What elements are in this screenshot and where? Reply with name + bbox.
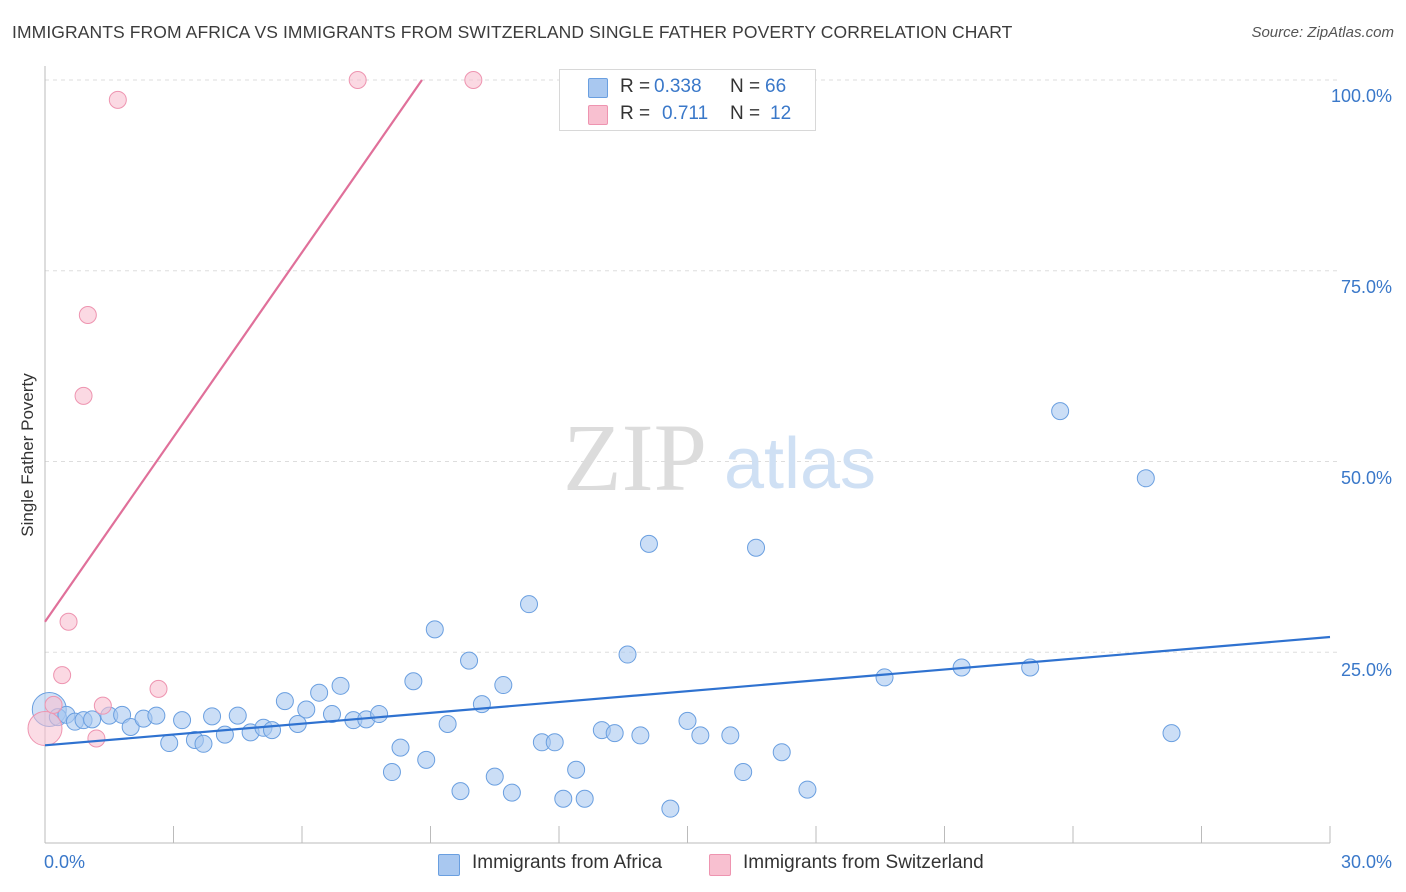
data-point-africa — [691, 726, 710, 745]
watermark: ZIP atlas — [563, 404, 876, 511]
legend-swatch-africa — [588, 78, 608, 98]
data-point-africa — [567, 760, 586, 779]
y-tick-label-25: 25.0% — [1340, 660, 1392, 680]
data-point-africa — [875, 668, 894, 687]
data-point-africa — [451, 782, 470, 801]
data-point-africa — [121, 718, 140, 737]
data-point-switzerland — [464, 71, 483, 89]
data-point-africa — [228, 706, 247, 725]
data-point-africa — [83, 710, 102, 729]
trendlines — [44, 79, 1331, 747]
data-point-africa — [331, 676, 350, 695]
data-point-africa — [502, 783, 521, 802]
data-point-africa — [678, 711, 697, 730]
data-point-africa — [747, 538, 766, 557]
data-point-africa — [391, 738, 410, 757]
legend-n-label-africa: N = — [730, 76, 761, 97]
data-point-africa — [310, 683, 329, 702]
source-label: Source: ZipAtlas.com — [1251, 24, 1394, 41]
data-point-africa — [554, 789, 573, 808]
data-point-switzerland — [93, 696, 112, 715]
data-point-switzerland — [44, 695, 63, 714]
data-point-africa — [160, 734, 179, 753]
legend-n-value-switzerland: 12 — [770, 103, 792, 124]
data-point-africa — [1051, 402, 1070, 421]
data-point-africa — [721, 726, 740, 745]
data-point-africa — [382, 763, 401, 782]
gridlines — [45, 79, 1338, 653]
data-point-africa — [438, 714, 457, 733]
data-point-africa — [297, 700, 316, 719]
legend-r-label-switzerland: R = — [620, 103, 651, 124]
bottom-legend-label-africa: Immigrants from Africa — [472, 852, 663, 873]
data-point-africa — [618, 645, 637, 664]
watermark-zip: ZIP — [563, 404, 707, 511]
data-point-africa — [631, 726, 650, 745]
data-point-africa — [734, 763, 753, 782]
data-point-switzerland — [53, 666, 72, 685]
data-point-africa — [404, 672, 423, 691]
legend-n-label-switzerland: N = — [730, 103, 761, 124]
y-axis-label: Single Father Poverty — [18, 373, 37, 537]
trendline-switzerland — [44, 79, 423, 623]
chart-title: IMMIGRANTS FROM AFRICA VS IMMIGRANTS FRO… — [12, 22, 1013, 42]
y-tick-label-50: 50.0% — [1340, 468, 1392, 488]
data-point-switzerland — [27, 711, 63, 747]
legend-n-value-africa: 66 — [765, 76, 787, 97]
data-point-africa — [485, 767, 504, 786]
y-tick-label-75: 75.0% — [1340, 277, 1392, 297]
bottom-legend-swatch-switzerland — [709, 854, 731, 876]
data-point-africa — [798, 780, 817, 799]
data-point-africa — [605, 724, 624, 743]
data-point-africa — [661, 799, 680, 818]
legend-r-value-switzerland: 0.711 — [662, 103, 709, 124]
bottom-legend-swatch-africa — [438, 854, 460, 876]
data-point-africa — [1162, 724, 1181, 743]
data-point-africa — [370, 705, 389, 724]
data-point-switzerland — [149, 679, 168, 698]
trendline-africa — [44, 635, 1331, 747]
legend-r-label-africa: R = — [620, 76, 651, 97]
data-point-africa — [639, 534, 658, 553]
data-point-switzerland — [348, 71, 367, 89]
data-point-africa — [147, 706, 166, 725]
legend-swatch-switzerland — [588, 105, 608, 125]
series-switzerland-points — [27, 71, 483, 748]
bottom-legend-label-switzerland: Immigrants from Switzerland — [743, 852, 984, 873]
data-point-africa — [194, 734, 213, 753]
data-point-africa — [494, 676, 513, 695]
data-point-switzerland — [59, 612, 78, 631]
data-point-africa — [520, 595, 539, 614]
data-point-africa — [173, 711, 192, 730]
data-point-africa — [113, 705, 132, 724]
x-tick-label-min: 0.0% — [44, 852, 86, 872]
data-point-switzerland — [78, 306, 97, 325]
data-point-switzerland — [87, 729, 106, 748]
x-tick-label-max: 30.0% — [1340, 852, 1392, 872]
data-point-africa — [460, 651, 479, 670]
data-point-africa — [575, 789, 594, 808]
data-point-africa — [322, 705, 341, 724]
data-point-switzerland — [108, 90, 127, 109]
y-tick-label-100: 100.0% — [1330, 86, 1392, 106]
data-point-africa — [1136, 469, 1155, 488]
data-point-switzerland — [74, 386, 93, 405]
series-africa-points — [31, 402, 1181, 818]
data-point-africa — [545, 733, 564, 752]
data-point-africa — [417, 750, 436, 769]
watermark-atlas: atlas — [724, 424, 876, 504]
correlation-legend: R = 0.338 N = 66 R = 0.711 N = 12 — [559, 69, 816, 131]
data-point-africa — [772, 743, 791, 762]
data-point-africa — [263, 721, 282, 740]
legend-r-value-africa: 0.338 — [654, 76, 702, 97]
data-point-africa — [275, 692, 294, 711]
data-point-africa — [203, 707, 222, 726]
data-point-africa — [425, 620, 444, 639]
